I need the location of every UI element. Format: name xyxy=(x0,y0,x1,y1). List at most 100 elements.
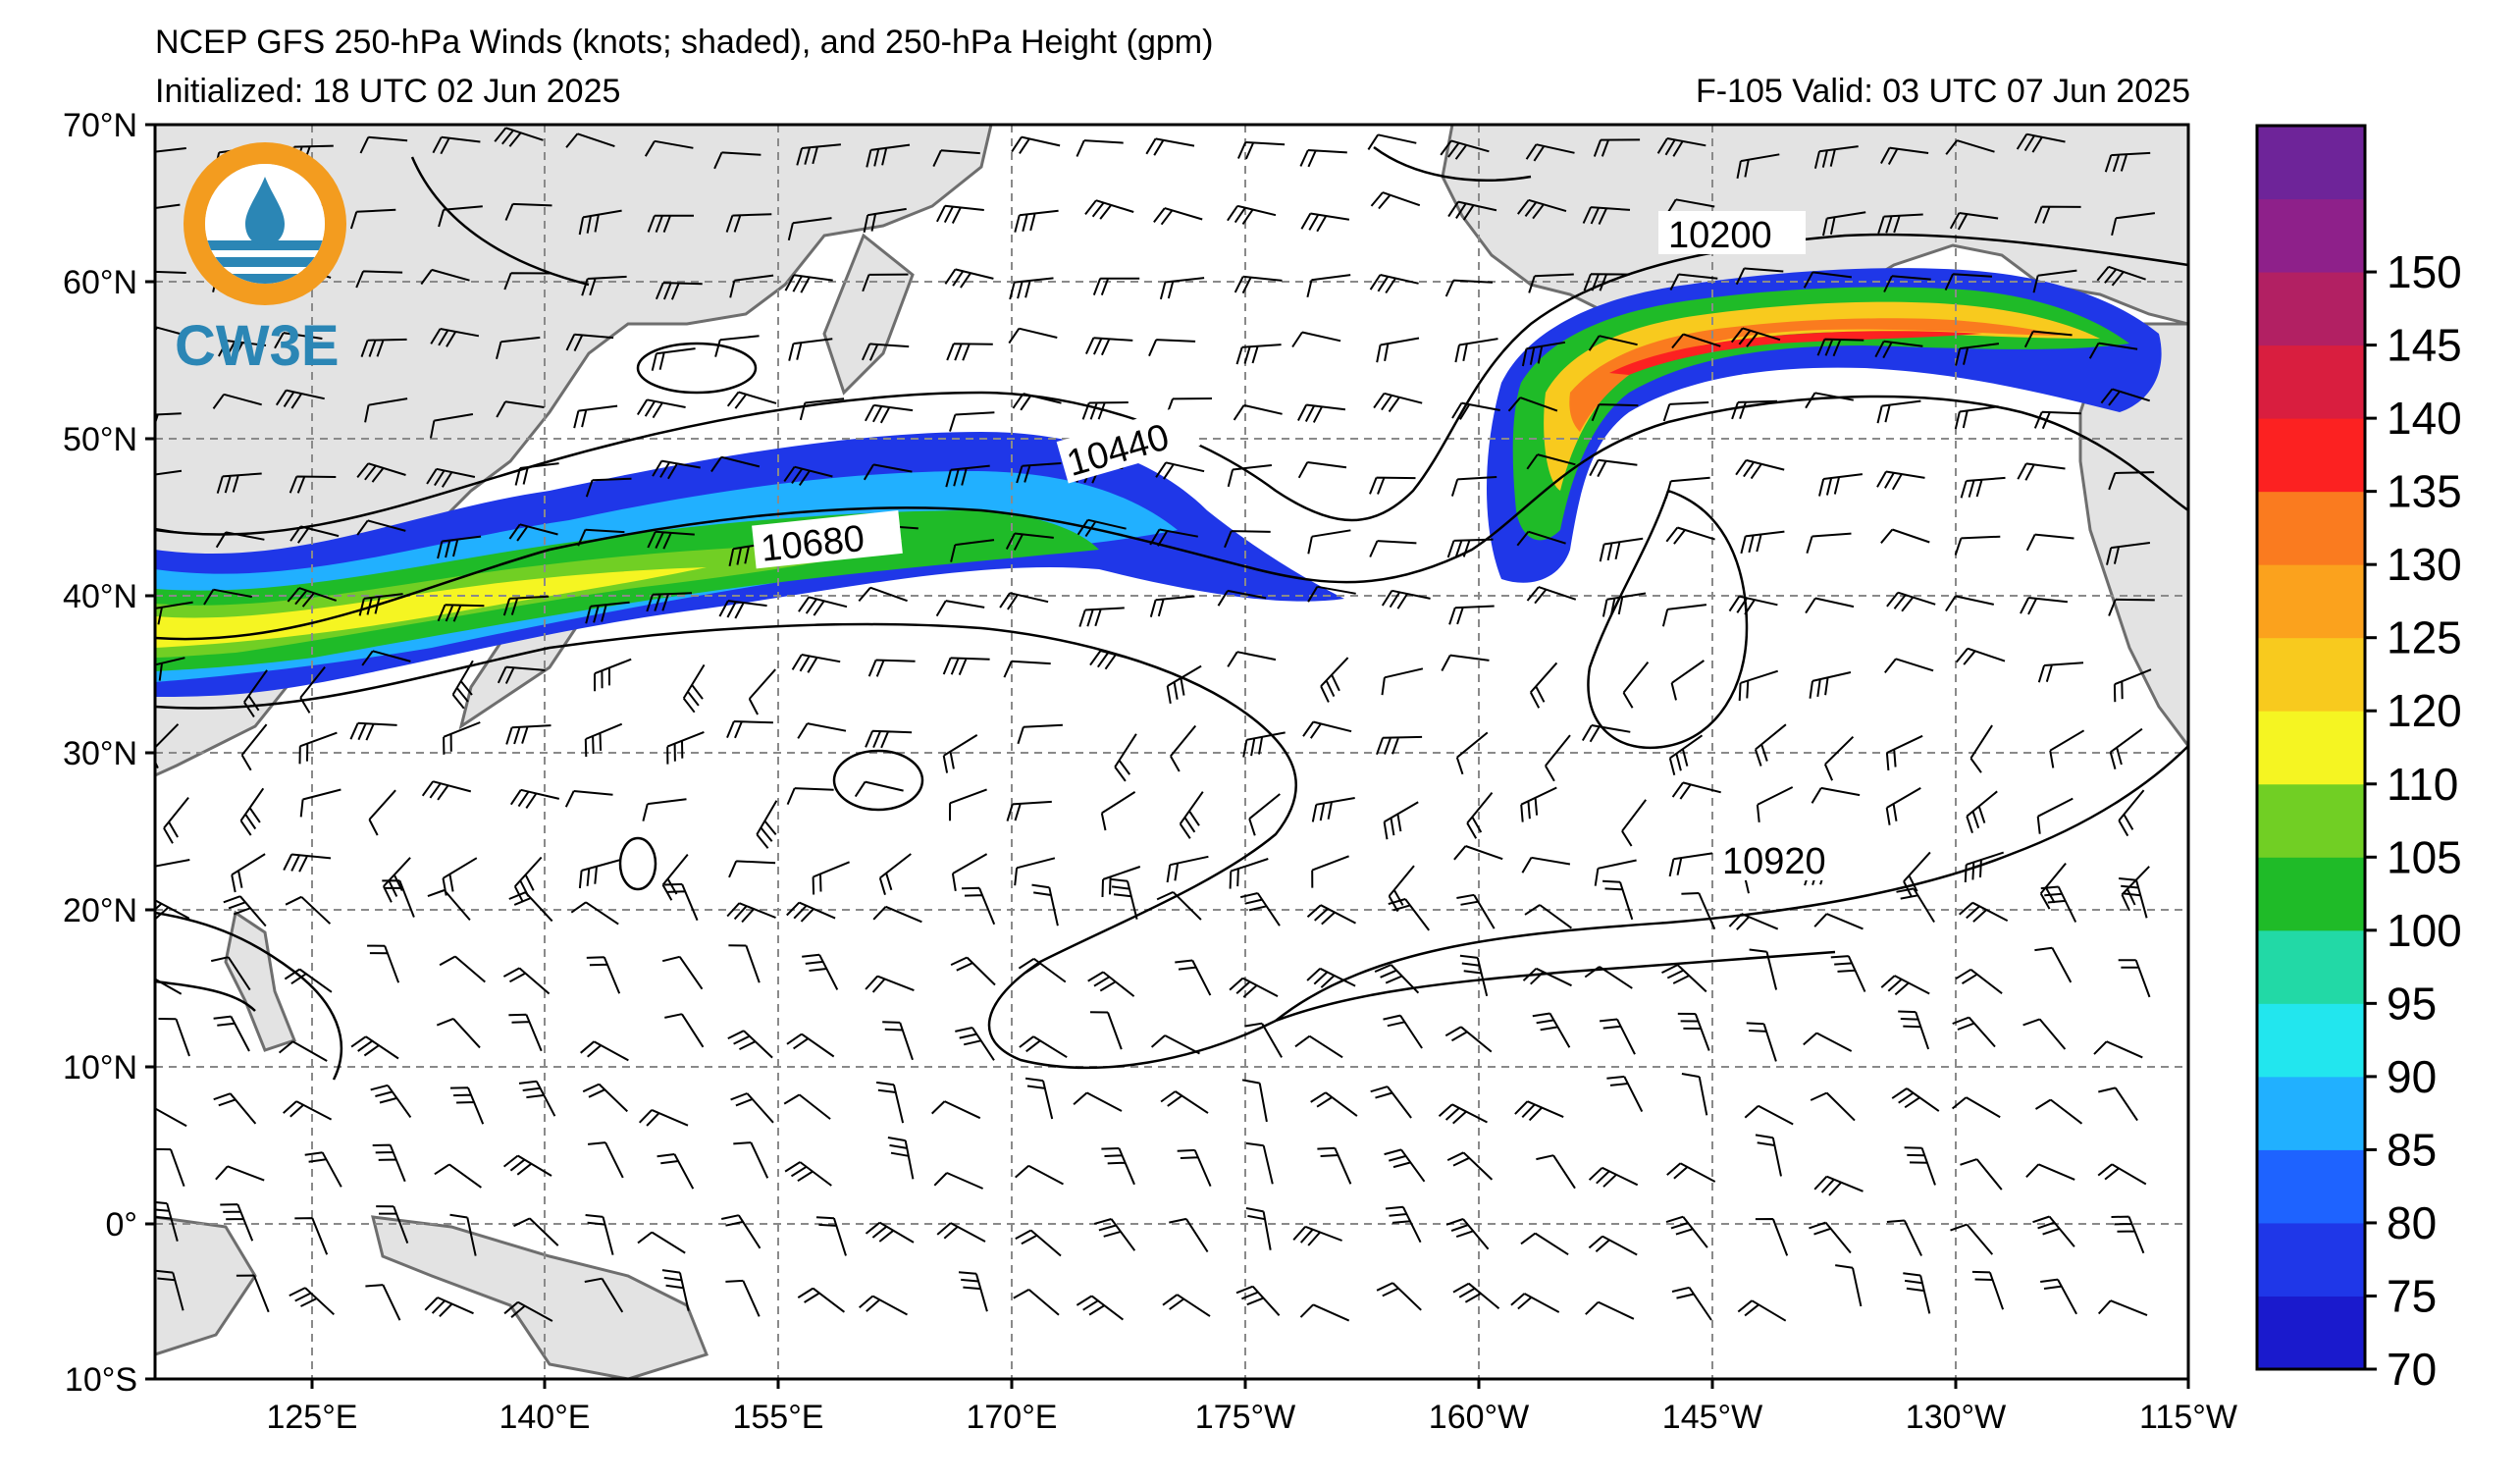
wind-barb-icon xyxy=(1876,470,1925,491)
wind-barb-icon xyxy=(2093,1040,2143,1059)
wind-barb-icon xyxy=(570,901,619,926)
wind-barb-icon xyxy=(1677,1012,1710,1051)
wind-barb-icon xyxy=(361,650,411,666)
wind-barb-icon xyxy=(2111,1215,2145,1254)
wind-barb-icon xyxy=(1959,901,2009,923)
wind-barb-icon xyxy=(1960,1158,2003,1191)
lon-label: 130°W xyxy=(1906,1399,2006,1436)
wind-barb-icon xyxy=(2088,342,2138,359)
wind-barb-icon xyxy=(289,1287,335,1316)
wind-barb-icon xyxy=(285,895,332,925)
wind-barb-icon xyxy=(661,955,704,990)
wind-barb-icon xyxy=(1179,791,1204,839)
wind-barb-icon xyxy=(1306,274,1351,298)
wind-barb-icon xyxy=(577,528,625,547)
wind-barb-icon xyxy=(359,135,408,154)
colorbar-label: 85 xyxy=(2387,1124,2437,1175)
wind-barb-icon xyxy=(726,902,776,924)
wind-barb-icon xyxy=(1880,146,1929,165)
wind-barb-icon xyxy=(1446,538,1494,558)
wind-barb-icon xyxy=(942,734,978,773)
wind-barb-icon xyxy=(730,1092,774,1124)
logo-ring-icon xyxy=(184,142,346,305)
wind-barb-icon xyxy=(644,139,694,157)
colorbar-segment xyxy=(2257,1076,2365,1150)
wind-barb-icon xyxy=(368,789,396,836)
wind-barb-icon xyxy=(1374,964,1420,994)
wind-barb-icon xyxy=(1239,892,1281,927)
wind-barb-icon xyxy=(651,347,696,371)
wind-barb-icon xyxy=(2016,132,2066,153)
wind-barb-icon xyxy=(1822,211,1866,237)
wind-barb-icon xyxy=(1089,1011,1123,1050)
wind-barb-icon xyxy=(1444,279,1494,297)
wind-barb-icon xyxy=(2032,1215,2075,1247)
wind-barb-icon xyxy=(1383,1014,1423,1049)
wind-barb-icon xyxy=(2034,1098,2083,1125)
wind-barb-icon xyxy=(1299,149,1347,168)
colorbar-label: 70 xyxy=(2387,1344,2437,1395)
wind-barb-icon xyxy=(2100,388,2150,406)
wind-barb-icon xyxy=(1735,267,1784,286)
wind-barb-icon xyxy=(449,1213,477,1256)
wind-barb-icon xyxy=(1671,781,1721,800)
wind-barb-icon xyxy=(2108,471,2155,491)
lon-label: 160°W xyxy=(1429,1399,1529,1436)
wind-barb-icon xyxy=(949,788,987,821)
wind-barb-icon xyxy=(424,1297,474,1318)
wind-barb-icon xyxy=(1524,904,1572,929)
wind-barb-icon xyxy=(1076,139,1124,157)
wind-barb-icon xyxy=(1886,591,1936,612)
wind-barb-icon xyxy=(278,1040,328,1062)
wind-barb-icon xyxy=(155,270,186,274)
wind-barb-icon xyxy=(1582,206,1631,226)
wind-barb-icon xyxy=(1621,799,1647,847)
lat-label: 50°N xyxy=(63,421,137,458)
wind-barb-icon xyxy=(1528,273,1574,293)
wind-barb-icon xyxy=(518,1080,556,1117)
wind-barb-icon xyxy=(1520,1232,1569,1256)
wind-barb-icon xyxy=(797,722,847,739)
wind-barb-icon xyxy=(155,527,180,534)
wind-barb-icon xyxy=(1153,207,1203,226)
wind-barb-icon xyxy=(1224,530,1271,549)
wind-barb-icon xyxy=(1006,800,1052,821)
wind-barb-icon xyxy=(1746,1022,1777,1062)
colorbar-segment xyxy=(2257,344,2365,419)
wind-barb-icon xyxy=(155,1200,179,1242)
wind-barb-icon xyxy=(1441,654,1490,671)
wind-barb-icon xyxy=(1018,957,1067,983)
wind-barb-icon xyxy=(304,1151,342,1188)
lat-label: 20°N xyxy=(63,892,137,929)
wind-barb-icon xyxy=(1588,1235,1638,1256)
wind-barb-icon xyxy=(865,975,915,993)
wind-barb-icon xyxy=(1883,275,1931,292)
wind-barb-icon xyxy=(1951,1096,2001,1119)
wind-barb-icon xyxy=(1738,669,1779,701)
wind-barb-icon xyxy=(2025,1163,2075,1181)
wind-barb-icon xyxy=(652,459,701,480)
wind-barb-icon xyxy=(865,729,913,749)
wind-barb-icon xyxy=(1447,200,1497,221)
wind-barb-icon xyxy=(872,905,922,924)
wind-barb-icon xyxy=(1588,1166,1639,1188)
wind-barb-icon xyxy=(728,541,772,567)
wind-barb-icon xyxy=(1585,1300,1635,1320)
wind-barb-icon xyxy=(1521,856,1571,874)
wind-barb-icon xyxy=(1024,1077,1054,1120)
colorbar-segment xyxy=(2257,1222,2365,1297)
wind-barb-icon xyxy=(1874,340,1923,359)
wind-barb-icon xyxy=(950,956,996,986)
colorbar-label: 75 xyxy=(2387,1270,2437,1321)
wind-barb-icon xyxy=(1306,904,1356,926)
wind-barb-icon xyxy=(504,202,552,221)
wind-barb-icon xyxy=(1145,137,1195,156)
wind-barb-icon xyxy=(710,455,761,473)
wind-barb-icon xyxy=(299,665,326,714)
colorbar-label: 80 xyxy=(2387,1197,2437,1248)
wind-barb-icon xyxy=(1521,341,1566,367)
wind-barb-icon xyxy=(1602,879,1634,921)
wind-barb-icon xyxy=(1601,592,1647,617)
wind-barb-icon xyxy=(578,859,620,889)
wind-barb-icon xyxy=(1589,458,1638,478)
